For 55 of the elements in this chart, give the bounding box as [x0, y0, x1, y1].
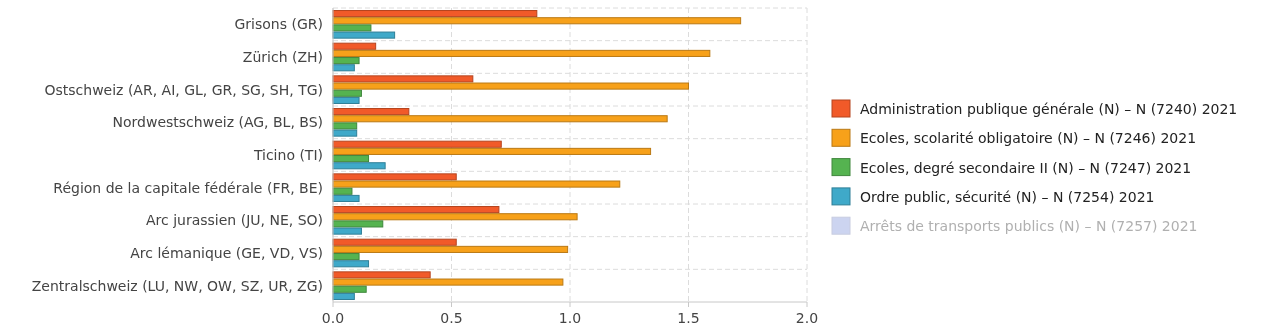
bar — [332, 24, 372, 32]
bar — [332, 162, 386, 170]
y-tick-label: Arc jurassien (JU, NE, SO) — [145, 212, 323, 229]
bar — [332, 10, 538, 18]
bar — [332, 31, 396, 39]
bar — [332, 89, 362, 97]
bar — [332, 129, 358, 137]
legend-label: Ecoles, scolarité obligatoire (N) – N (7246) 2021 — [860, 130, 1197, 147]
bar — [332, 285, 367, 293]
legend-label: Arrêts de transports publics (N) – N (7257) 2021 — [860, 218, 1198, 235]
x-tick-label: 0.5 — [440, 310, 463, 326]
bar — [332, 194, 360, 202]
bar — [332, 180, 621, 188]
bar — [332, 96, 360, 104]
y-tick-label: Zürich (ZH) — [242, 49, 323, 65]
bar — [332, 206, 500, 214]
bar — [332, 122, 358, 130]
bar — [332, 245, 569, 253]
bar — [332, 238, 457, 246]
bar — [332, 260, 370, 268]
y-tick-label: Nordwestschweiz (AG, BL, BS) — [112, 114, 323, 131]
bar — [332, 155, 370, 163]
bar — [332, 49, 711, 57]
bar — [332, 253, 360, 261]
y-tick-label: Zentralschweiz (LU, NW, OW, SZ, UR, ZG) — [31, 277, 323, 294]
bar — [332, 147, 652, 155]
bar — [332, 187, 353, 195]
bar — [332, 278, 564, 286]
bar — [332, 220, 384, 228]
bar — [332, 271, 431, 279]
y-tick-label: Arc lémanique (GE, VD, VS) — [130, 245, 323, 261]
bar — [332, 227, 362, 235]
bar — [332, 42, 377, 50]
legend-label: Administration publique générale (N) – N (7240) 2021 — [860, 101, 1238, 117]
bar — [332, 57, 360, 65]
bar — [332, 140, 502, 148]
bar — [332, 173, 457, 181]
legend-label: Ecoles, degré secondaire II (N) – N (7247) 2021 — [860, 159, 1192, 176]
bar — [332, 108, 410, 116]
bar — [332, 213, 578, 221]
bar — [332, 292, 355, 300]
x-tick-label: 1.5 — [677, 310, 700, 326]
legend-label: Ordre public, sécurité (N) – N (7254) 2021 — [860, 188, 1155, 205]
bar — [332, 64, 355, 72]
y-tick-label: Région de la capitale fédérale (FR, BE) — [53, 179, 323, 196]
bar — [332, 82, 689, 90]
y-tick-label: Ticino (TI) — [252, 147, 323, 163]
x-tick-label: 2.0 — [795, 310, 819, 326]
bar — [332, 115, 668, 123]
y-tick-label: Grisons (GR) — [234, 16, 323, 33]
x-tick-label: 0.0 — [321, 310, 345, 326]
y-tick-label: Ostschweiz (AR, AI, GL, GR, SG, SH, TG) — [44, 81, 323, 98]
bar — [332, 17, 742, 25]
x-tick-label: 1.0 — [558, 310, 582, 326]
bar — [332, 75, 474, 83]
